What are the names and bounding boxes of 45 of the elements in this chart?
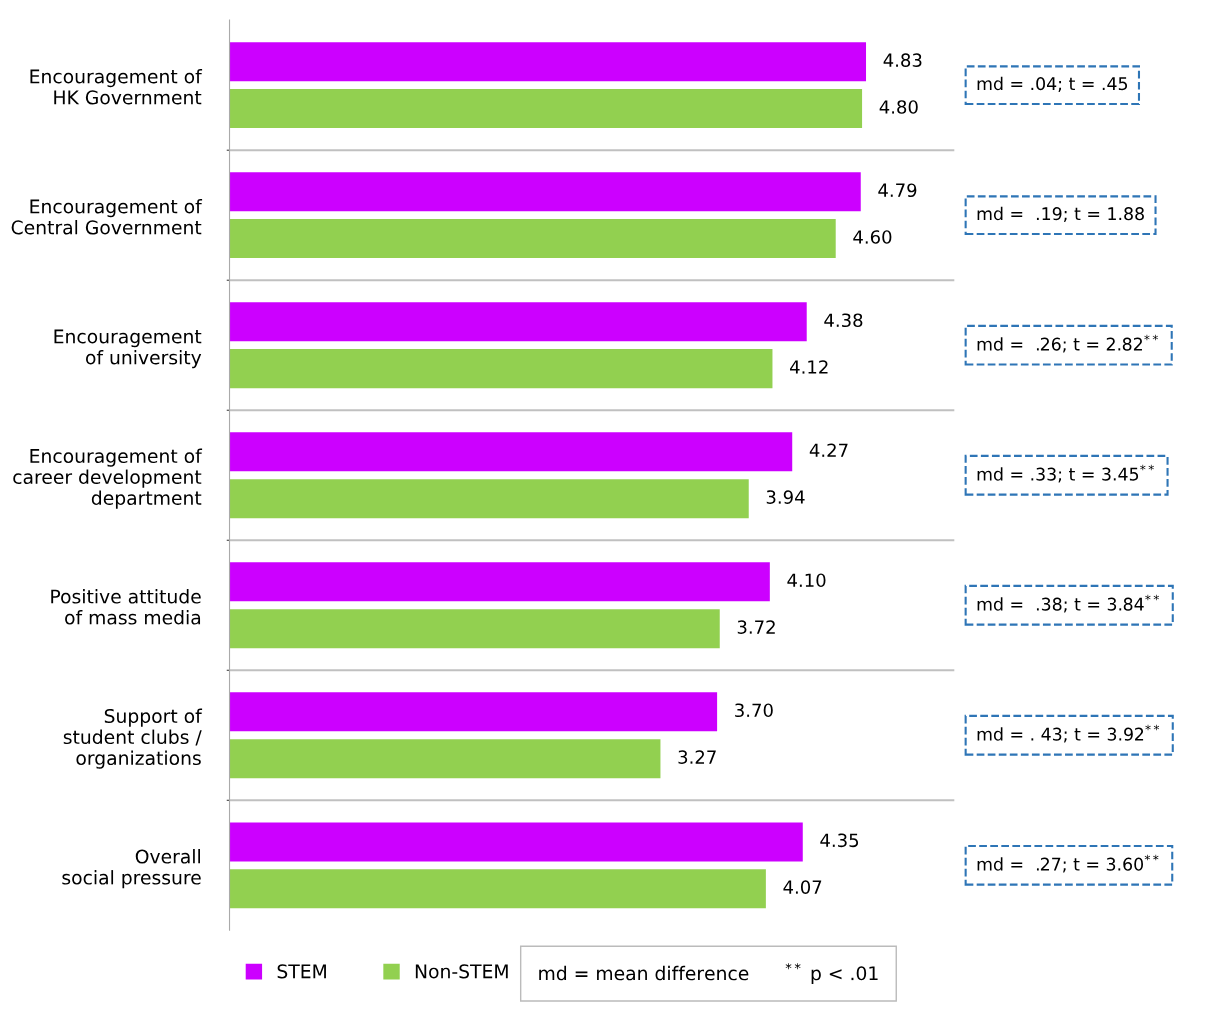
bar — [229, 172, 861, 212]
y-tick-label: Overall social pressure — [62, 849, 201, 889]
data-label: 4.80 — [879, 100, 918, 114]
legend-label: Non-STEM — [415, 964, 508, 979]
data-label: 4.12 — [790, 360, 828, 374]
bar — [229, 302, 807, 342]
legend-label: STEM — [277, 964, 326, 979]
data-label: 4.79 — [878, 183, 917, 198]
text: md = .04; t = .45 — [977, 76, 1128, 92]
text: md = . 43; t = 3.92$^{**}$ — [977, 724, 1160, 743]
y-tick-label: Encouragement of university — [54, 329, 202, 369]
bar — [229, 562, 770, 602]
data-label: 4.83 — [883, 53, 922, 68]
bar — [229, 692, 718, 732]
data-label: 3.27 — [678, 750, 716, 764]
bar — [229, 349, 773, 389]
text: md = .19; t = 1.88 — [977, 206, 1144, 223]
y-tick-label: Positive attitude of mass media — [51, 589, 201, 625]
bar — [229, 219, 836, 259]
bar — [229, 42, 867, 82]
bar — [229, 739, 661, 779]
data-label: 4.38 — [824, 313, 863, 328]
data-label: 4.60 — [853, 230, 892, 244]
data-label: 3.72 — [737, 620, 775, 634]
text: md = mean difference $^{**}$ p < .01 — [539, 963, 878, 984]
bar — [229, 89, 863, 129]
text: md = .38; t = 3.84$^{**}$ — [977, 594, 1159, 613]
data-label: 3.70 — [735, 703, 773, 718]
text: md = .27; t = 3.60$^{**}$ — [977, 854, 1159, 873]
text: md = .33; t = 3.45$^{**}$ — [977, 464, 1154, 483]
bar — [229, 609, 720, 649]
data-label: 4.10 — [787, 573, 826, 588]
data-label: 3.94 — [766, 490, 805, 504]
bar — [229, 869, 766, 909]
bar — [229, 822, 803, 862]
bar — [229, 479, 749, 519]
y-tick-label: Support of student clubs / organizations — [63, 708, 203, 769]
bar — [229, 432, 793, 472]
y-tick-label: Encouragement of HK Government — [30, 68, 203, 105]
y-tick-label: Encouragement of career development department — [13, 448, 203, 509]
data-label: 4.27 — [809, 443, 848, 457]
text: md = .26; t = 2.82$^{**}$ — [977, 334, 1159, 353]
y-tick-label: Encouragement of Central Government — [11, 199, 203, 235]
data-label: 4.07 — [783, 880, 822, 894]
data-label: 4.35 — [820, 833, 859, 848]
